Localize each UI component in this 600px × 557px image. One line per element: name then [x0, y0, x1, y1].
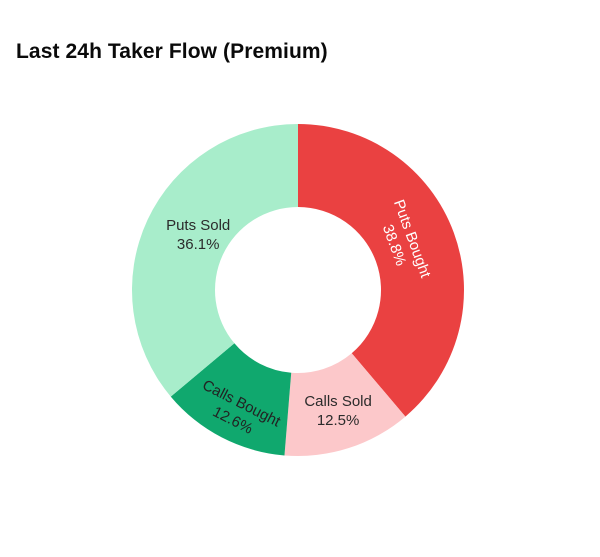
pie-slice-calls-bought[interactable]: [170, 343, 292, 456]
pie-slices: [132, 124, 464, 456]
pie-slice-puts-bought[interactable]: [298, 124, 464, 417]
pie-slice-puts-sold[interactable]: [132, 124, 298, 397]
pie-slice-calls-sold[interactable]: [284, 353, 406, 456]
chart-title: Last 24h Taker Flow (Premium): [16, 40, 328, 63]
